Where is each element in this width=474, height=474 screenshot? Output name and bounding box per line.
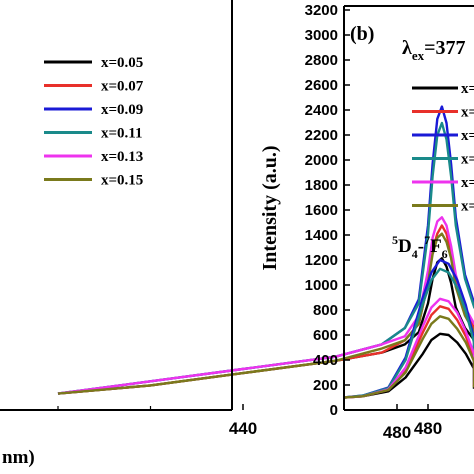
panel-a-legend-label-5: x=0.13	[101, 149, 143, 165]
annotation-f: F	[430, 236, 442, 257]
panel-b-y-tick-label-16: 3000	[305, 27, 338, 44]
excitation-lambda: λ	[402, 37, 412, 59]
excitation-subscript: ex	[412, 48, 425, 63]
panel-a-legend-label-3: x=0.09	[101, 102, 143, 118]
annotation-f-sup: 7	[424, 233, 430, 247]
panel-b-y-tick-label-10: 1800	[305, 177, 338, 194]
panel-b-y-tick-label-5: 800	[313, 302, 338, 319]
panel-b-plot-area	[343, 258, 474, 399]
panel-b-y-tick-label-2: 200	[313, 377, 338, 394]
panel-a-plot-area	[57, 105, 474, 395]
annotation-d-sup: 5	[392, 233, 398, 247]
panel-b-series-line-6	[343, 315, 474, 399]
panel-b-y-tick-label-6: 1000	[305, 277, 338, 294]
panel-a-legend-label-4: x=0.11	[101, 126, 142, 142]
panel-b-x-ticks: 480	[383, 404, 411, 442]
panel-a-legend-label-2: x=0.07	[101, 79, 144, 95]
panel-b-y-tick-label-1: 0	[330, 402, 338, 419]
panel-b-y-tick-label-14: 2600	[305, 77, 338, 94]
annotation-f-sub: 6	[442, 247, 448, 261]
annotation-d-sub: 4	[412, 247, 418, 261]
excitation-value: =377	[424, 37, 465, 59]
panel-b-series-line-1	[343, 332, 474, 399]
panel-b-legend-label-5: x=	[461, 175, 474, 191]
panel-b-y-tick-label-17: 3200	[305, 2, 338, 19]
panel-b-y-tick-label-4: 600	[313, 327, 338, 344]
panel-b-y-tick-label-11: 2000	[305, 152, 338, 169]
annotation-dash: -	[418, 236, 424, 257]
panel-b-y-tick-label-15: 2800	[305, 52, 338, 69]
annotation-d: D	[398, 236, 412, 257]
panel-b-x-tick-label-1: 480	[383, 423, 411, 442]
panel-b-y-tick-label-9: 1600	[305, 202, 338, 219]
panel-b-legend-label-6: x=	[461, 199, 474, 215]
panel-b-series-line-4	[343, 267, 474, 399]
panel-a-x-tick-label-2: 480	[414, 419, 442, 438]
panel-b-legend-label-2: x=	[461, 105, 474, 121]
panel-b-label: (b)	[350, 23, 374, 45]
panel-b-y-tick-label-8: 1400	[305, 227, 338, 244]
excitation-label: λex=377	[402, 37, 466, 63]
panel-a-legend-label-1: x=0.05	[101, 55, 143, 71]
transition-annotation: 5D4-7F6	[392, 233, 448, 261]
panel-b-legend-label-3: x=	[461, 128, 474, 144]
panel-b-y-tick-label-13: 2400	[305, 102, 338, 119]
panel-a-x-axis-label: nm)	[2, 447, 35, 468]
panel-b-legend-label-1: x=	[461, 81, 474, 97]
panel-b-y-tick-label-12: 2200	[305, 127, 338, 144]
panel-b: 0 200 400 600 800 1000 1200 1400 1600 1800 2000 220…	[259, 2, 474, 442]
panel-b-y-tick-label-7: 1200	[305, 252, 338, 269]
panel-a-x-tick-label-1: 440	[229, 419, 257, 438]
panel-a-x-ticks: 440 480	[57, 404, 442, 438]
panel-b-legend: x= x= x= x= x= x=	[412, 81, 474, 215]
panel-b-y-ticks: 0 200 400 600 800 1000 1200 1400 1600 1800 2000 220…	[305, 2, 350, 419]
panel-b-legend-label-4: x=	[461, 152, 474, 168]
panel-b-y-tick-label-3: 400	[313, 352, 338, 369]
panel-a-legend: x=0.05 x=0.07 x=0.09 x=0.11 x=0.13 x=0.15	[44, 55, 144, 189]
panel-a-legend-label-6: x=0.15	[101, 173, 143, 189]
panel-b-y-axis-label: Intensity (a.u.)	[259, 145, 281, 270]
